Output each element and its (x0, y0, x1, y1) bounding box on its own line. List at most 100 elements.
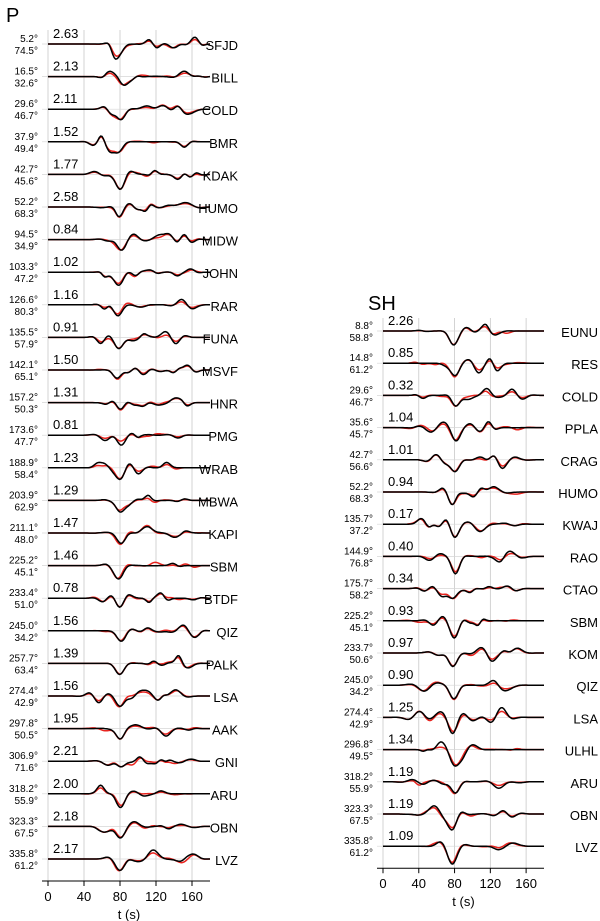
observed-trace (383, 486, 544, 506)
station-label: KDAK (203, 168, 239, 183)
station-row: 0.78 233.4°51.0° BTDF (9, 580, 238, 611)
azimuth-label: 225.2° (9, 556, 38, 567)
station-row: 1.02 103.3°47.2° JOHN (9, 254, 238, 286)
observed-trace (383, 358, 544, 377)
azimuth-label: 135.5° (9, 327, 38, 338)
azimuth-label: 5.2° (20, 34, 38, 45)
distance-label: 47.7° (15, 437, 38, 448)
amplitude-label: 0.84 (53, 222, 78, 237)
station-label: QIZ (216, 625, 238, 640)
distance-label: 58.4° (15, 470, 38, 481)
distance-label: 63.4° (15, 665, 38, 676)
station-label: HNR (210, 397, 238, 412)
x-axis-label: t (s) (452, 894, 474, 909)
station-row: 1.95 297.8°50.5° AAK (9, 711, 238, 742)
observed-trace (383, 741, 544, 767)
distance-label: 37.2° (350, 526, 373, 537)
station-label: OBN (570, 808, 598, 823)
amplitude-label: 1.29 (53, 482, 78, 497)
station-row: 1.19 323.3°67.5° OBN (344, 796, 598, 831)
distance-label: 47.2° (15, 274, 38, 285)
observed-trace (48, 364, 210, 379)
amplitude-label: 1.34 (388, 732, 413, 747)
observed-trace (48, 562, 210, 580)
station-label: FUNA (203, 331, 239, 346)
amplitude-label: 1.52 (53, 124, 78, 139)
station-label: RES (571, 357, 598, 372)
observed-trace (383, 517, 544, 538)
distance-label: 55.9° (15, 796, 38, 807)
amplitude-label: 1.56 (53, 613, 78, 628)
azimuth-label: 126.6° (9, 295, 38, 306)
azimuth-label: 274.4° (344, 707, 373, 718)
azimuth-label: 188.9° (9, 458, 38, 469)
amplitude-label: 0.34 (388, 571, 413, 586)
azimuth-label: 245.0° (9, 621, 38, 632)
distance-label: 76.8° (350, 558, 373, 569)
p-wave-panel: P 2.63 5.2°74.5° SFJD 2.13 16.5°32.6° BILL 2.11… (6, 5, 239, 921)
station-label: ULHL (565, 744, 598, 759)
x-tick-label: 160 (181, 889, 203, 904)
observed-trace (383, 421, 544, 442)
distance-label: 62.9° (15, 502, 38, 513)
x-tick-label: 80 (113, 889, 127, 904)
station-row: 2.26 8.8°58.8° EUNU (350, 313, 598, 346)
observed-trace (383, 841, 544, 865)
station-label: MIDW (202, 234, 239, 249)
amplitude-label: 1.39 (53, 645, 78, 660)
observed-trace (48, 432, 210, 446)
station-label: SBM (210, 560, 238, 575)
observed-trace (48, 784, 210, 809)
azimuth-label: 173.6° (9, 425, 38, 436)
distance-label: 51.0° (15, 600, 38, 611)
azimuth-label: 103.3° (9, 262, 38, 273)
station-label: BILL (211, 71, 238, 86)
azimuth-label: 142.1° (9, 360, 38, 371)
observed-trace (48, 756, 210, 768)
amplitude-label: 0.94 (388, 474, 413, 489)
observed-trace (48, 494, 210, 513)
station-row: 1.29 203.9°62.9° MBWA (9, 482, 238, 513)
station-row: 0.84 94.5°34.9° MIDW (15, 222, 239, 253)
observed-trace (383, 805, 544, 831)
station-label: JOHN (203, 266, 238, 281)
amplitude-label: 1.01 (388, 442, 413, 457)
station-row: 2.18 323.3°67.5° OBN (9, 808, 238, 839)
station-label: KAPI (208, 527, 238, 542)
observed-trace (48, 298, 210, 317)
synthetic-trace (383, 454, 544, 473)
station-label: CTAO (563, 583, 598, 598)
distance-label: 68.3° (350, 494, 373, 505)
distance-label: 49.5° (350, 752, 373, 763)
synthetic-trace (48, 202, 210, 219)
azimuth-label: 318.2° (344, 772, 373, 783)
synthetic-trace (48, 463, 210, 480)
station-row: 1.01 42.7°56.6° CRAG (350, 442, 598, 473)
amplitude-label: 1.47 (53, 515, 78, 530)
observed-trace (48, 169, 211, 190)
station-label: ARU (571, 776, 598, 791)
observed-trace (48, 268, 210, 286)
amplitude-label: 2.11 (53, 91, 77, 106)
station-label: PALK (206, 657, 239, 672)
azimuth-label: 29.6° (350, 385, 373, 396)
x-tick-label: 120 (145, 889, 167, 904)
station-row: 2.21 306.9°71.6° GNI (9, 743, 238, 774)
amplitude-label: 0.85 (388, 345, 413, 360)
station-row: 0.81 173.6°47.7° PMG (9, 417, 238, 448)
x-axis-label: t (s) (118, 907, 140, 921)
x-tick-label: 40 (412, 876, 426, 891)
distance-label: 34.2° (15, 633, 38, 644)
station-label: SBM (570, 615, 598, 630)
azimuth-label: 42.7° (15, 164, 38, 175)
station-row: 1.34 296.8°49.5° ULHL (344, 732, 598, 767)
distance-label: 50.6° (350, 655, 373, 666)
observed-trace (383, 453, 544, 473)
azimuth-label: 157.2° (9, 393, 38, 404)
station-label: LVZ (575, 840, 598, 855)
station-label: CRAG (560, 454, 598, 469)
amplitude-label: 1.02 (53, 254, 78, 269)
amplitude-label: 0.93 (388, 603, 413, 618)
amplitude-label: 1.25 (388, 699, 413, 714)
station-row: 2.17 335.8°61.2° LVZ (9, 841, 238, 872)
